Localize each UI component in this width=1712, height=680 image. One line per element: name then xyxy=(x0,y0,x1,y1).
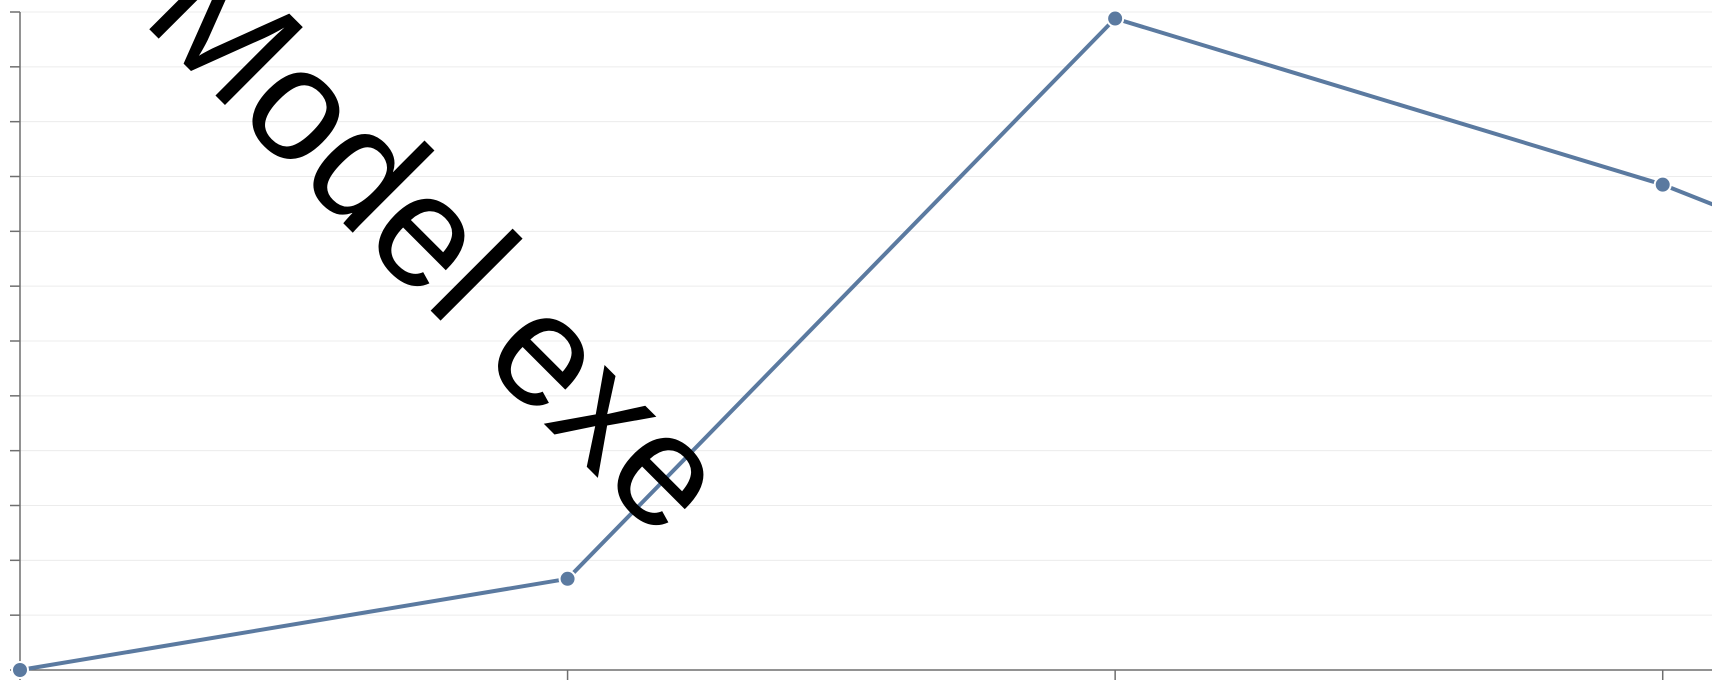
data-point xyxy=(1653,175,1672,194)
data-point xyxy=(558,569,577,588)
data-points xyxy=(11,9,1672,679)
watermark-text: Model exe xyxy=(116,0,765,566)
data-point xyxy=(11,661,29,679)
grid xyxy=(20,11,1712,616)
data-point xyxy=(1106,9,1125,28)
